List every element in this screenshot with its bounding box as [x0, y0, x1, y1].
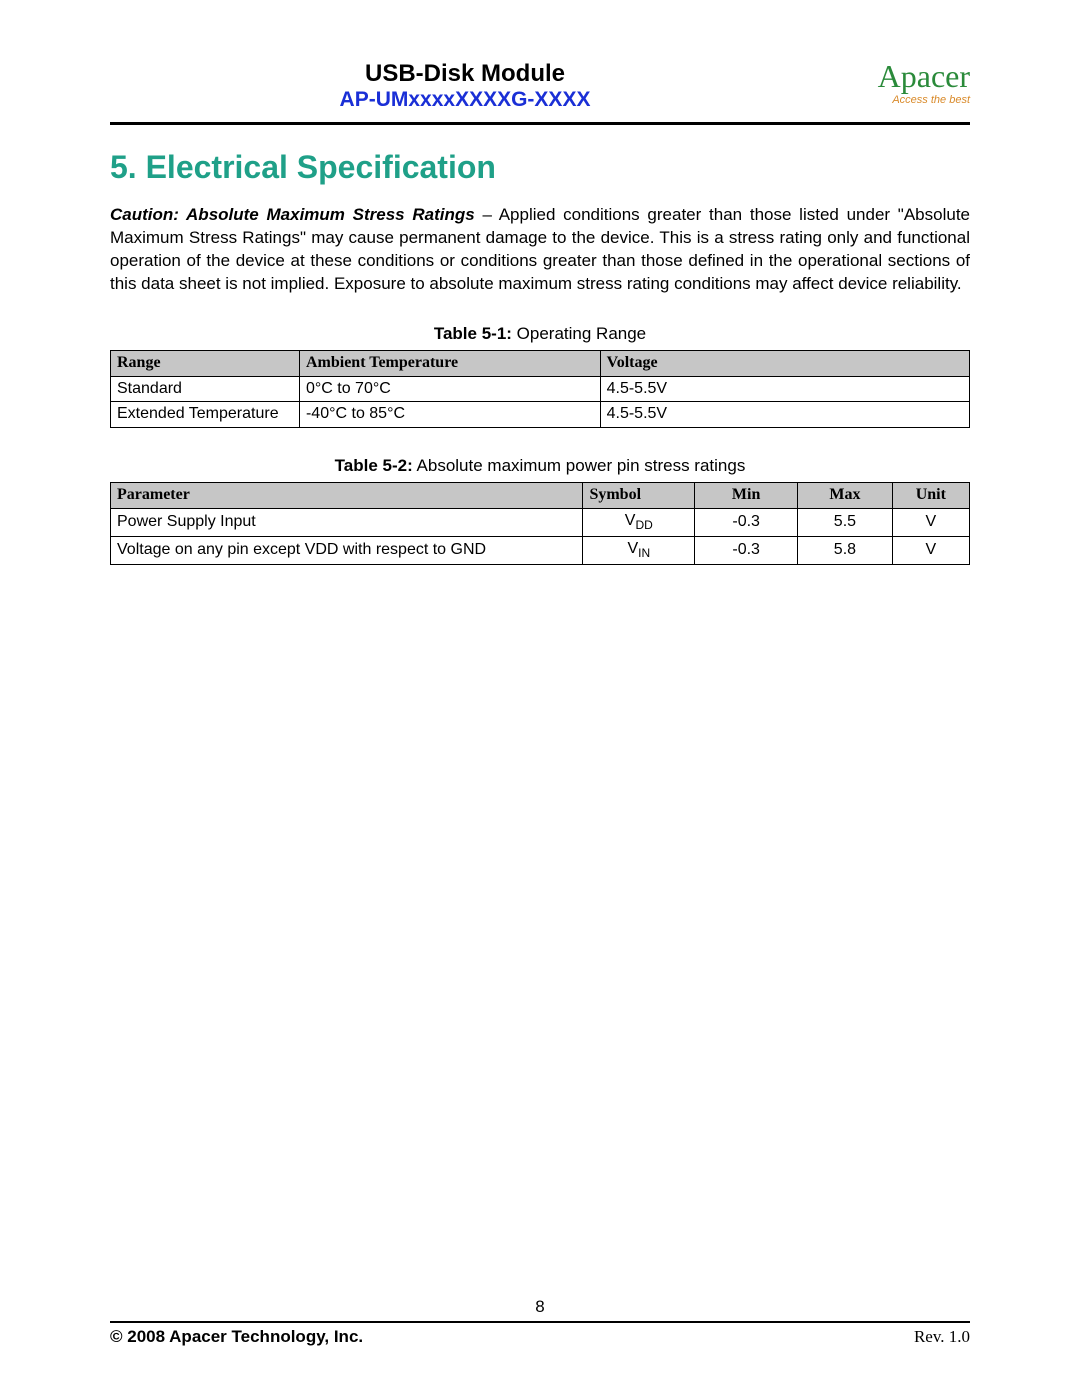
- table2-caption-rest: Absolute maximum power pin stress rating…: [413, 456, 746, 475]
- table-row: Standard 0°C to 70°C 4.5-5.5V: [111, 376, 970, 402]
- col-voltage: Voltage: [600, 350, 969, 376]
- table-row: Extended Temperature -40°C to 85°C 4.5-5…: [111, 402, 970, 428]
- cell: Extended Temperature: [111, 402, 300, 428]
- col-range: Range: [111, 350, 300, 376]
- cell-symbol: VIN: [583, 536, 695, 564]
- col-parameter: Parameter: [111, 483, 583, 509]
- header-text-block: USB-Disk Module AP-UMxxxxXXXXG-XXXX: [110, 60, 820, 112]
- model-number: AP-UMxxxxXXXXG-XXXX: [110, 88, 820, 112]
- table1-caption: Table 5-1: Operating Range: [110, 324, 970, 344]
- copyright: © 2008 Apacer Technology, Inc.: [110, 1327, 363, 1347]
- caution-paragraph: Caution: Absolute Maximum Stress Ratings…: [110, 204, 970, 296]
- table-header-row: Parameter Symbol Min Max Unit: [111, 483, 970, 509]
- col-symbol: Symbol: [583, 483, 695, 509]
- caution-lead: Caution: Absolute Maximum Stress Ratings: [110, 205, 475, 224]
- section-heading: 5. Electrical Specification: [110, 149, 970, 186]
- cell: Standard: [111, 376, 300, 402]
- cell: 4.5-5.5V: [600, 402, 969, 428]
- cell: 0°C to 70°C: [299, 376, 600, 402]
- page-number: 8: [110, 1297, 970, 1317]
- table1-caption-bold: Table 5-1:: [434, 324, 512, 343]
- table1-caption-rest: Operating Range: [512, 324, 646, 343]
- cell-symbol: VDD: [583, 508, 695, 536]
- stress-ratings-table: Parameter Symbol Min Max Unit Power Supp…: [110, 482, 970, 564]
- cell-unit: V: [892, 536, 969, 564]
- cell-parameter: Voltage on any pin except VDD with respe…: [111, 536, 583, 564]
- cell-unit: V: [892, 508, 969, 536]
- logo-text: Apacer: [878, 58, 970, 94]
- cell: -40°C to 85°C: [299, 402, 600, 428]
- cell-min: -0.3: [695, 536, 798, 564]
- revision: Rev. 1.0: [914, 1327, 970, 1347]
- page-footer: 8 © 2008 Apacer Technology, Inc. Rev. 1.…: [110, 1297, 970, 1347]
- brand-logo: Apacer Access the best: [820, 60, 970, 106]
- document-title: USB-Disk Module: [110, 60, 820, 88]
- col-unit: Unit: [892, 483, 969, 509]
- header-divider: [110, 122, 970, 125]
- cell-max: 5.5: [798, 508, 892, 536]
- col-max: Max: [798, 483, 892, 509]
- cell-parameter: Power Supply Input: [111, 508, 583, 536]
- operating-range-table: Range Ambient Temperature Voltage Standa…: [110, 350, 970, 428]
- table2-caption-bold: Table 5-2:: [335, 456, 413, 475]
- col-ambient: Ambient Temperature: [299, 350, 600, 376]
- table-header-row: Range Ambient Temperature Voltage: [111, 350, 970, 376]
- cell: 4.5-5.5V: [600, 376, 969, 402]
- footer-divider: [110, 1321, 970, 1323]
- cell-max: 5.8: [798, 536, 892, 564]
- table-row: Voltage on any pin except VDD with respe…: [111, 536, 970, 564]
- page-header: USB-Disk Module AP-UMxxxxXXXXG-XXXX Apac…: [110, 60, 970, 112]
- table2-caption: Table 5-2: Absolute maximum power pin st…: [110, 456, 970, 476]
- cell-min: -0.3: [695, 508, 798, 536]
- table-row: Power Supply Input VDD -0.3 5.5 V: [111, 508, 970, 536]
- logo-tagline: Access the best: [820, 94, 970, 106]
- col-min: Min: [695, 483, 798, 509]
